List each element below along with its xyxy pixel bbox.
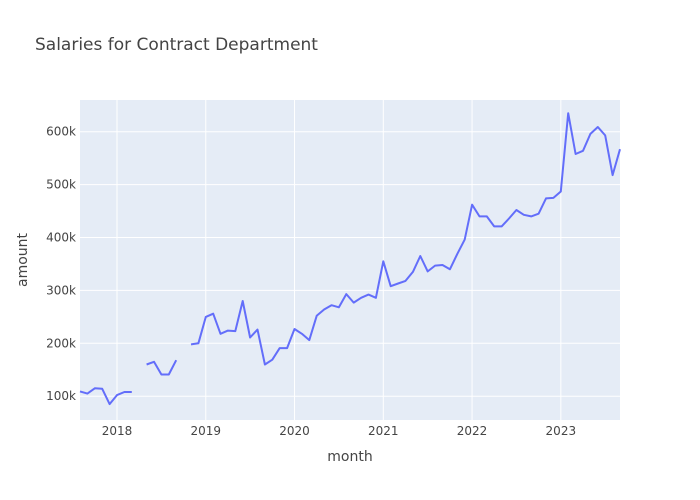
y-tick-label: 500k xyxy=(46,178,76,192)
series-lines xyxy=(79,112,621,406)
x-tick-label: 2023 xyxy=(546,424,577,438)
y-tick-label: 100k xyxy=(46,389,76,403)
x-axis-title: month xyxy=(327,449,372,465)
x-tick-label: 2021 xyxy=(368,424,399,438)
y-tick-label: 600k xyxy=(46,125,76,139)
chart-title: Salaries for Contract Department xyxy=(35,35,318,55)
x-tick-label: 2020 xyxy=(279,424,310,438)
series-line-segment-0-1 xyxy=(146,359,178,376)
x-tick-label: 2019 xyxy=(190,424,221,438)
gridlines xyxy=(80,100,620,420)
x-axis-ticks: 2018 2019 2020 2021 2022 2023 xyxy=(102,424,576,438)
series-line-segment-0-2 xyxy=(190,112,621,366)
plot-area xyxy=(80,100,620,420)
y-axis-ticks: 100k 200k 300k 400k 500k 600k xyxy=(46,125,76,403)
y-tick-label: 400k xyxy=(46,231,76,245)
y-axis-title: amount xyxy=(15,232,31,287)
y-tick-label: 300k xyxy=(46,283,76,297)
x-tick-label: 2022 xyxy=(457,424,488,438)
series-line-segment-0-0 xyxy=(79,387,132,406)
y-tick-label: 200k xyxy=(46,336,76,350)
x-tick-label: 2018 xyxy=(102,424,133,438)
